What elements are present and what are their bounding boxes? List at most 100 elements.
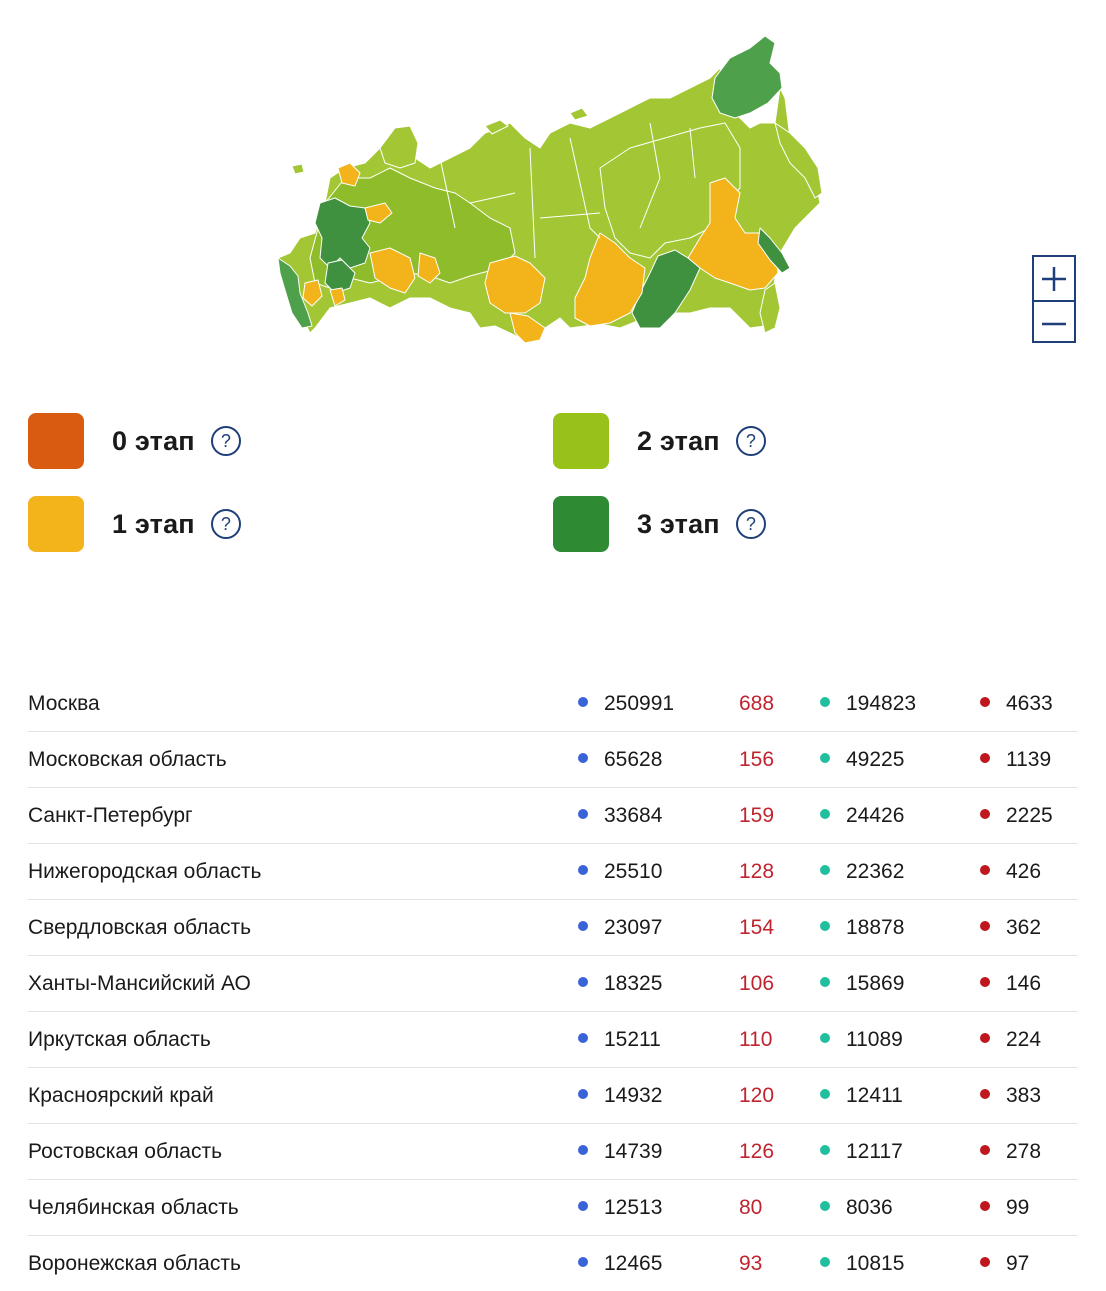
- legend-item-stage-3: 3 этап ?: [553, 496, 766, 552]
- cases-dot-icon: [578, 1145, 588, 1156]
- table-row[interactable]: Москва 250991 688 194823 4633: [28, 676, 1078, 732]
- new-cases-value: 106: [739, 972, 775, 995]
- cases-cell: 23097: [578, 900, 662, 955]
- recovered-value: 8036: [846, 1196, 893, 1219]
- deaths-cell: 2225: [980, 788, 1053, 843]
- table-row[interactable]: Ханты-Мансийский АО 18325 106 15869 146: [28, 956, 1078, 1012]
- new-cases-value: 80: [739, 1196, 763, 1219]
- deaths-value: 362: [1006, 916, 1042, 939]
- plus-icon: [1042, 266, 1066, 291]
- region-name: Нижегородская область: [28, 860, 262, 883]
- deaths-value: 146: [1006, 972, 1042, 995]
- map-region-yellow-3[interactable]: [302, 279, 323, 307]
- help-icon[interactable]: ?: [735, 426, 766, 456]
- recovered-dot-icon: [820, 1089, 830, 1100]
- table-row[interactable]: Челябинская область 12513 80 8036 99: [28, 1180, 1078, 1236]
- map-region-novaya-zemlya[interactable]: [484, 119, 509, 135]
- help-icon[interactable]: ?: [210, 509, 241, 539]
- map-region-yellow-1[interactable]: [337, 162, 361, 187]
- cases-value: 14739: [604, 1140, 663, 1163]
- new-cases-value: 156: [739, 748, 775, 771]
- cases-value: 15211: [604, 1028, 661, 1051]
- zoom-in-button[interactable]: [1034, 257, 1074, 300]
- cases-dot-icon: [578, 977, 588, 988]
- map-svg[interactable]: [270, 28, 840, 358]
- new-cases-value: 110: [739, 1028, 773, 1051]
- deaths-dot-icon: [980, 753, 990, 764]
- new-cases-value: 159: [739, 804, 775, 827]
- recovered-value: 18878: [846, 916, 905, 939]
- map-region-perm[interactable]: [417, 252, 441, 284]
- map-region-chukotka[interactable]: [711, 35, 783, 119]
- map-region-sverdlovsk[interactable]: [369, 247, 416, 294]
- recovered-value: 24426: [846, 804, 905, 827]
- deaths-dot-icon: [980, 1089, 990, 1100]
- regions-table: Москва 250991 688 194823 4633 Московская обла…: [28, 676, 1078, 1291]
- region-name: Москва: [28, 692, 100, 715]
- map-region-novosibirsk[interactable]: [484, 255, 546, 314]
- deaths-dot-icon: [980, 697, 990, 708]
- table-row[interactable]: Санкт-Петербург 33684 159 24426 2225: [28, 788, 1078, 844]
- cases-dot-icon: [578, 753, 588, 764]
- map-region-caucasus[interactable]: [277, 257, 313, 329]
- recovered-value: 10815: [846, 1252, 905, 1275]
- table-row[interactable]: Московская область 65628 156 49225 1139: [28, 732, 1078, 788]
- cases-dot-icon: [578, 809, 588, 820]
- table-row[interactable]: Свердловская область 23097 154 18878 362: [28, 900, 1078, 956]
- cases-dot-icon: [578, 865, 588, 876]
- recovered-dot-icon: [820, 865, 830, 876]
- cases-value: 18325: [604, 972, 663, 995]
- map-region-central[interactable]: [314, 197, 371, 269]
- zoom-control: [1032, 255, 1076, 343]
- zoom-out-button[interactable]: [1034, 300, 1074, 345]
- recovered-cell: 18878: [820, 900, 904, 955]
- help-icon[interactable]: ?: [735, 509, 766, 539]
- map-region-altai[interactable]: [509, 312, 546, 344]
- recovered-cell: 10815: [820, 1236, 904, 1291]
- recovered-value: 194823: [846, 692, 917, 715]
- cases-dot-icon: [578, 1033, 588, 1044]
- help-icon[interactable]: ?: [210, 426, 241, 456]
- map-region-khabarovsk[interactable]: [687, 177, 779, 291]
- map-region-yellow-4[interactable]: [329, 287, 346, 307]
- map-region-irkutsk[interactable]: [574, 232, 646, 327]
- cases-cell: 25510: [578, 844, 662, 899]
- recovered-cell: 49225: [820, 732, 904, 787]
- legend-label: 1 этап: [112, 508, 195, 539]
- deaths-value: 383: [1006, 1084, 1042, 1107]
- map-region-yellow-2[interactable]: [364, 202, 393, 224]
- map-region-northwest[interactable]: [379, 125, 419, 169]
- cases-value: 25510: [604, 860, 663, 883]
- deaths-value: 426: [1006, 860, 1042, 883]
- cases-cell: 14932: [578, 1068, 662, 1123]
- cases-cell: 12465: [578, 1236, 662, 1291]
- region-name: Ростовская область: [28, 1140, 223, 1163]
- map-region-arctic-islands[interactable]: [569, 107, 589, 121]
- new-cases-value: 120: [739, 1084, 775, 1107]
- map-region-sakhalin[interactable]: [757, 227, 791, 274]
- recovered-dot-icon: [820, 1145, 830, 1156]
- table-row[interactable]: Нижегородская область 25510 128 22362 426: [28, 844, 1078, 900]
- deaths-dot-icon: [980, 865, 990, 876]
- table-row[interactable]: Иркутская область 15211 110 11089 224: [28, 1012, 1078, 1068]
- map-region-voronezh[interactable]: [324, 259, 356, 294]
- table-row[interactable]: Воронежская область 12465 93 10815 97: [28, 1236, 1078, 1291]
- recovered-dot-icon: [820, 921, 830, 932]
- legend-swatch: [553, 496, 609, 552]
- cases-cell: 33684: [578, 788, 662, 843]
- map-region-kaliningrad[interactable]: [291, 163, 305, 175]
- cases-value: 14932: [604, 1084, 663, 1107]
- cases-value: 65628: [604, 748, 663, 771]
- russia-regions-map[interactable]: [270, 28, 840, 358]
- cases-cell: 65628: [578, 732, 662, 787]
- region-name: Ханты-Мансийский АО: [28, 972, 251, 995]
- table-row[interactable]: Красноярский край 14932 120 12411 383: [28, 1068, 1078, 1124]
- recovered-cell: 15869: [820, 956, 904, 1011]
- recovered-dot-icon: [820, 1033, 830, 1044]
- table-row[interactable]: Ростовская область 14739 126 12117 278: [28, 1124, 1078, 1180]
- legend-swatch: [28, 413, 84, 469]
- deaths-value: 2225: [1006, 804, 1053, 827]
- map-region-kamchatka[interactable]: [774, 122, 823, 199]
- recovered-value: 49225: [846, 748, 905, 771]
- map-region-primorye[interactable]: [759, 282, 781, 334]
